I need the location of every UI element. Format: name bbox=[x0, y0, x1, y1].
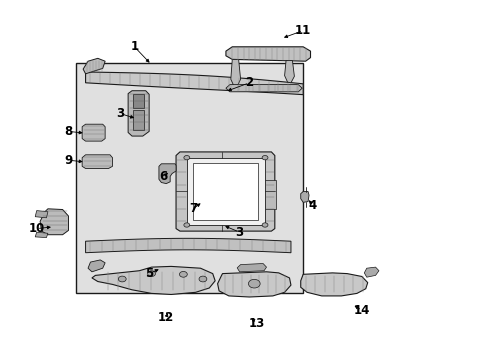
Text: 8: 8 bbox=[64, 125, 72, 138]
Text: 10: 10 bbox=[28, 222, 45, 235]
Polygon shape bbox=[193, 163, 258, 220]
Polygon shape bbox=[35, 211, 48, 218]
Polygon shape bbox=[133, 94, 144, 108]
Circle shape bbox=[262, 223, 267, 227]
Polygon shape bbox=[159, 164, 176, 184]
Text: 3: 3 bbox=[116, 107, 123, 120]
Polygon shape bbox=[300, 192, 308, 202]
Circle shape bbox=[248, 279, 260, 288]
Polygon shape bbox=[82, 155, 112, 168]
Text: 1: 1 bbox=[130, 40, 138, 53]
Text: 3: 3 bbox=[235, 226, 243, 239]
Circle shape bbox=[199, 276, 206, 282]
Polygon shape bbox=[264, 180, 276, 209]
Text: 4: 4 bbox=[308, 199, 316, 212]
Polygon shape bbox=[88, 260, 105, 272]
Polygon shape bbox=[176, 152, 274, 231]
Polygon shape bbox=[128, 91, 149, 136]
Polygon shape bbox=[364, 267, 378, 277]
Polygon shape bbox=[186, 158, 264, 225]
Polygon shape bbox=[237, 264, 266, 272]
Text: 9: 9 bbox=[64, 154, 72, 167]
Circle shape bbox=[147, 271, 155, 276]
Text: 13: 13 bbox=[248, 317, 264, 330]
Polygon shape bbox=[217, 272, 290, 297]
Circle shape bbox=[262, 156, 267, 160]
Polygon shape bbox=[82, 124, 105, 141]
Polygon shape bbox=[225, 85, 302, 92]
Polygon shape bbox=[284, 60, 294, 83]
Circle shape bbox=[118, 276, 126, 282]
Text: 12: 12 bbox=[158, 311, 174, 324]
Polygon shape bbox=[76, 63, 303, 293]
Polygon shape bbox=[40, 209, 68, 235]
Polygon shape bbox=[85, 72, 303, 95]
Text: 5: 5 bbox=[145, 267, 153, 280]
Circle shape bbox=[183, 156, 189, 160]
Polygon shape bbox=[92, 266, 215, 294]
Polygon shape bbox=[230, 59, 240, 86]
Polygon shape bbox=[85, 238, 290, 253]
Text: 14: 14 bbox=[353, 304, 369, 317]
Polygon shape bbox=[35, 232, 48, 238]
Text: 7: 7 bbox=[189, 202, 197, 215]
Polygon shape bbox=[300, 273, 367, 296]
Circle shape bbox=[183, 223, 189, 227]
Text: 11: 11 bbox=[294, 24, 311, 37]
Circle shape bbox=[179, 271, 187, 277]
Text: 2: 2 bbox=[245, 76, 253, 89]
Text: 6: 6 bbox=[160, 170, 167, 183]
Polygon shape bbox=[225, 47, 310, 61]
Polygon shape bbox=[133, 110, 144, 130]
Polygon shape bbox=[83, 58, 105, 74]
